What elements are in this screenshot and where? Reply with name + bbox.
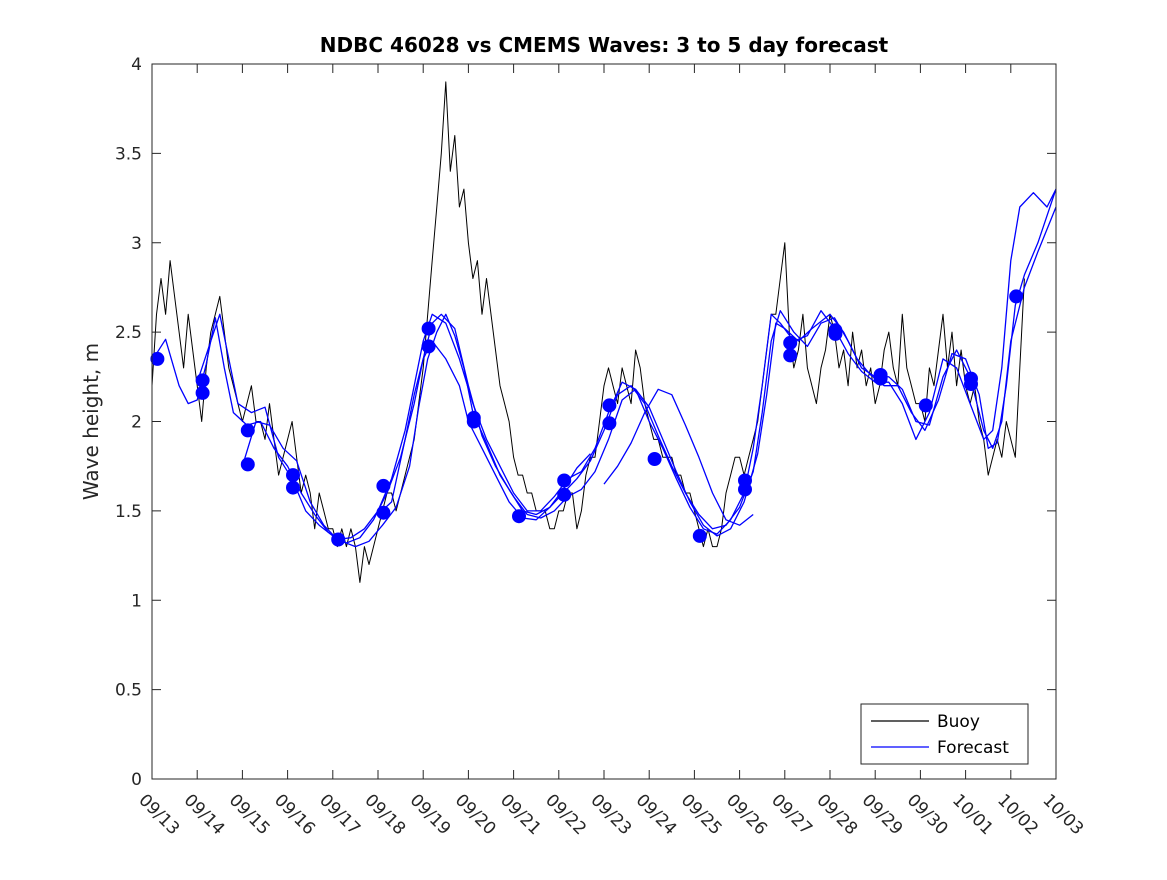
x-tick-label: 09/15	[225, 790, 274, 839]
x-tick-label: 09/20	[451, 790, 500, 839]
forecast-marker-17	[602, 398, 617, 413]
x-tick-label: 09/26	[722, 790, 771, 839]
x-tick-label: 09/16	[270, 790, 319, 839]
y-tick-label: 0	[131, 770, 142, 790]
forecast-marker-14	[512, 509, 526, 524]
x-tick-label: 09/13	[134, 790, 183, 839]
forecast-marker-16	[557, 487, 572, 502]
x-tick-label: 09/17	[315, 790, 364, 839]
forecast-marker-26	[828, 326, 843, 341]
x-tick-label: 09/28	[812, 790, 861, 839]
forecast-marker-8	[376, 478, 391, 493]
y-tick-label: 3	[131, 234, 142, 254]
forecast-marker-32	[1009, 289, 1024, 304]
forecast-marker-22	[738, 482, 752, 497]
x-tick-label: 09/18	[360, 790, 409, 839]
x-tick-label: 10/02	[993, 790, 1042, 839]
x-tick-label: 10/03	[1038, 790, 1087, 839]
forecast-marker-11	[421, 339, 436, 354]
x-tick-label: 09/24	[632, 790, 681, 839]
forecast-marker-10	[421, 321, 436, 336]
forecast-marker-3	[240, 423, 255, 438]
x-tick-label: 09/23	[586, 790, 635, 839]
forecast-marker-6	[286, 480, 300, 495]
forecast-marker-1	[195, 373, 210, 388]
forecast-marker-31	[964, 377, 978, 391]
x-tick-label: 09/22	[541, 790, 590, 839]
chart-title: NDBC 46028 vs CMEMS Waves: 3 to 5 day fo…	[320, 33, 889, 57]
y-tick-label: 2.5	[115, 323, 142, 343]
forecast-marker-15	[557, 473, 572, 488]
y-tick-label: 0.5	[115, 681, 142, 701]
forecast-marker-13	[466, 414, 481, 429]
forecast-marker-20	[692, 528, 707, 543]
forecast-marker-9	[376, 505, 391, 520]
forecast-marker-24	[783, 348, 798, 363]
y-tick-label: 3.5	[115, 144, 142, 164]
y-tick-label: 2	[131, 413, 142, 433]
x-tick-label: 09/14	[180, 790, 229, 839]
legend-label-buoy: Buoy	[937, 712, 980, 732]
forecast-marker-29	[918, 398, 933, 413]
series-line-forecast-5	[603, 388, 754, 526]
forecast-marker-0	[150, 351, 165, 366]
legend: Buoy Forecast	[860, 703, 1029, 765]
forecast-marker-2	[195, 385, 210, 400]
x-tick-label: 09/30	[903, 790, 952, 839]
forecast-marker-7	[331, 532, 346, 547]
data-layer	[150, 81, 1057, 583]
y-tick-label: 1.5	[115, 502, 142, 522]
forecast-marker-19	[647, 452, 662, 466]
forecast-marker-23	[783, 335, 798, 350]
x-tick-label: 09/19	[406, 790, 455, 839]
y-axis-label: Wave height, m	[79, 343, 103, 500]
y-tick-label: 1	[131, 591, 142, 611]
legend-label-forecast: Forecast	[937, 738, 1009, 758]
x-tick-label: 09/21	[496, 790, 545, 839]
x-tick-label: 09/29	[858, 790, 907, 839]
series-line-forecast-4	[377, 340, 591, 521]
forecast-marker-5	[286, 468, 300, 483]
x-tick-label: 10/01	[948, 790, 997, 839]
forecast-marker-28	[873, 371, 888, 386]
x-tick-label: 09/25	[677, 790, 726, 839]
y-tick-label: 4	[131, 55, 142, 75]
legend-box	[860, 703, 1029, 765]
forecast-marker-18	[602, 416, 617, 431]
x-tick-label: 09/27	[767, 790, 816, 839]
forecast-marker-4	[240, 457, 255, 472]
